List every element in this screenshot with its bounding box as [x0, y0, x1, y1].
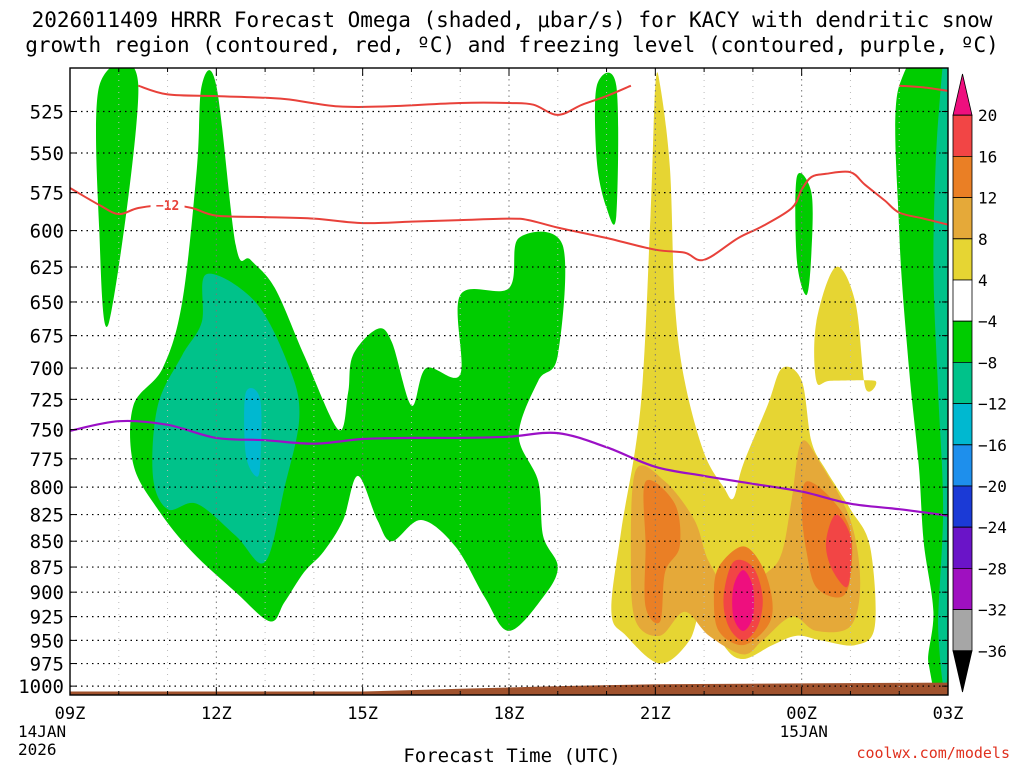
y-tick-label: 800 [30, 477, 64, 499]
omega-region [732, 570, 755, 631]
dendritic-contour [138, 84, 632, 116]
colorbar-label: −28 [978, 559, 1007, 578]
x-tick-year: 2026 [18, 740, 57, 759]
y-tick-label: 725 [30, 389, 64, 411]
x-axis-title: Forecast Time (UTC) [403, 745, 621, 767]
colorbar-swatch [952, 444, 973, 487]
omega-region [795, 172, 813, 296]
chart-title-line-2: growth region (contoured, red, ºC) and f… [25, 33, 999, 57]
colorbar-label: −12 [978, 395, 1007, 414]
colorbar-label: −24 [978, 518, 1007, 537]
x-tick-label: 00Z [786, 704, 817, 724]
colorbar-swatch [952, 650, 973, 693]
y-tick-label: 775 [30, 449, 64, 471]
chart-title-line-1: 2026011409 HRRR Forecast Omega (shaded, … [31, 8, 993, 32]
omega-region [152, 273, 300, 564]
y-tick-label: 825 [30, 505, 64, 527]
x-tick-label: 15Z [347, 704, 378, 724]
colorbar-swatch [952, 73, 973, 116]
y-tick-label: 850 [30, 531, 64, 553]
colorbar-label: −8 [978, 353, 997, 372]
y-tick-label: 875 [30, 557, 64, 579]
colorbar-swatch [952, 362, 973, 404]
y-tick-label: 925 [30, 607, 64, 629]
x-tick-label: 18Z [494, 704, 525, 724]
dendritic-contour [899, 84, 948, 92]
colorbar-swatch [952, 403, 973, 446]
omega-region [95, 68, 139, 327]
y-tick-label: 550 [30, 143, 64, 165]
omega-region [814, 266, 877, 392]
colorbar-swatch [952, 279, 973, 322]
omega-region [825, 514, 852, 588]
colorbar-label: 4 [978, 271, 988, 290]
y-tick-label: 900 [30, 582, 64, 604]
colorbar-swatch [952, 114, 973, 157]
y-tick-label: 750 [30, 420, 64, 442]
y-tick-label: 975 [30, 654, 64, 676]
x-tick-label: 03Z [933, 704, 964, 724]
y-tick-label: 700 [30, 358, 64, 380]
x-tick-date: 15JAN [780, 722, 828, 741]
y-tick-label: 1000 [18, 676, 64, 698]
omega-region [244, 388, 262, 477]
colorbar-swatch [952, 568, 973, 610]
colorbar-label: −32 [978, 601, 1007, 620]
colorbar-swatch [952, 609, 973, 652]
colorbar-label: 12 [978, 189, 997, 208]
y-tick-label: 525 [30, 102, 64, 124]
colorbar-swatch [952, 526, 973, 569]
y-tick-label: 950 [30, 630, 64, 652]
y-tick-label: 575 [30, 183, 64, 205]
credit-link[interactable]: coolwx.com/models [856, 744, 1010, 762]
y-tick-label: 600 [30, 221, 64, 243]
colorbar-label: −20 [978, 477, 1007, 496]
colorbar-label: −36 [978, 642, 1007, 661]
colorbar-swatch [952, 320, 973, 363]
colorbar-swatch [952, 197, 973, 240]
colorbar-label: 20 [978, 106, 997, 125]
omega-region [643, 479, 681, 624]
x-tick-date: 14JAN [18, 722, 66, 741]
y-tick-label: 675 [30, 326, 64, 348]
y-tick-label: 625 [30, 257, 64, 279]
dendritic-contour [70, 170, 948, 262]
colorbar-swatch [952, 485, 973, 528]
contour-label-bg [150, 196, 185, 212]
x-tick-label: 09Z [55, 704, 86, 724]
omega-region [594, 72, 619, 225]
x-tick-label: 12Z [201, 704, 232, 724]
y-tick-label: 650 [30, 292, 64, 314]
colorbar-label: −16 [978, 436, 1007, 455]
colorbar-swatch [952, 238, 973, 281]
colorbar-label: −4 [978, 312, 997, 331]
colorbar-swatch [952, 156, 973, 198]
colorbar-label: 8 [978, 230, 988, 249]
colorbar-label: 16 [978, 147, 997, 166]
x-tick-label: 21Z [640, 704, 671, 724]
